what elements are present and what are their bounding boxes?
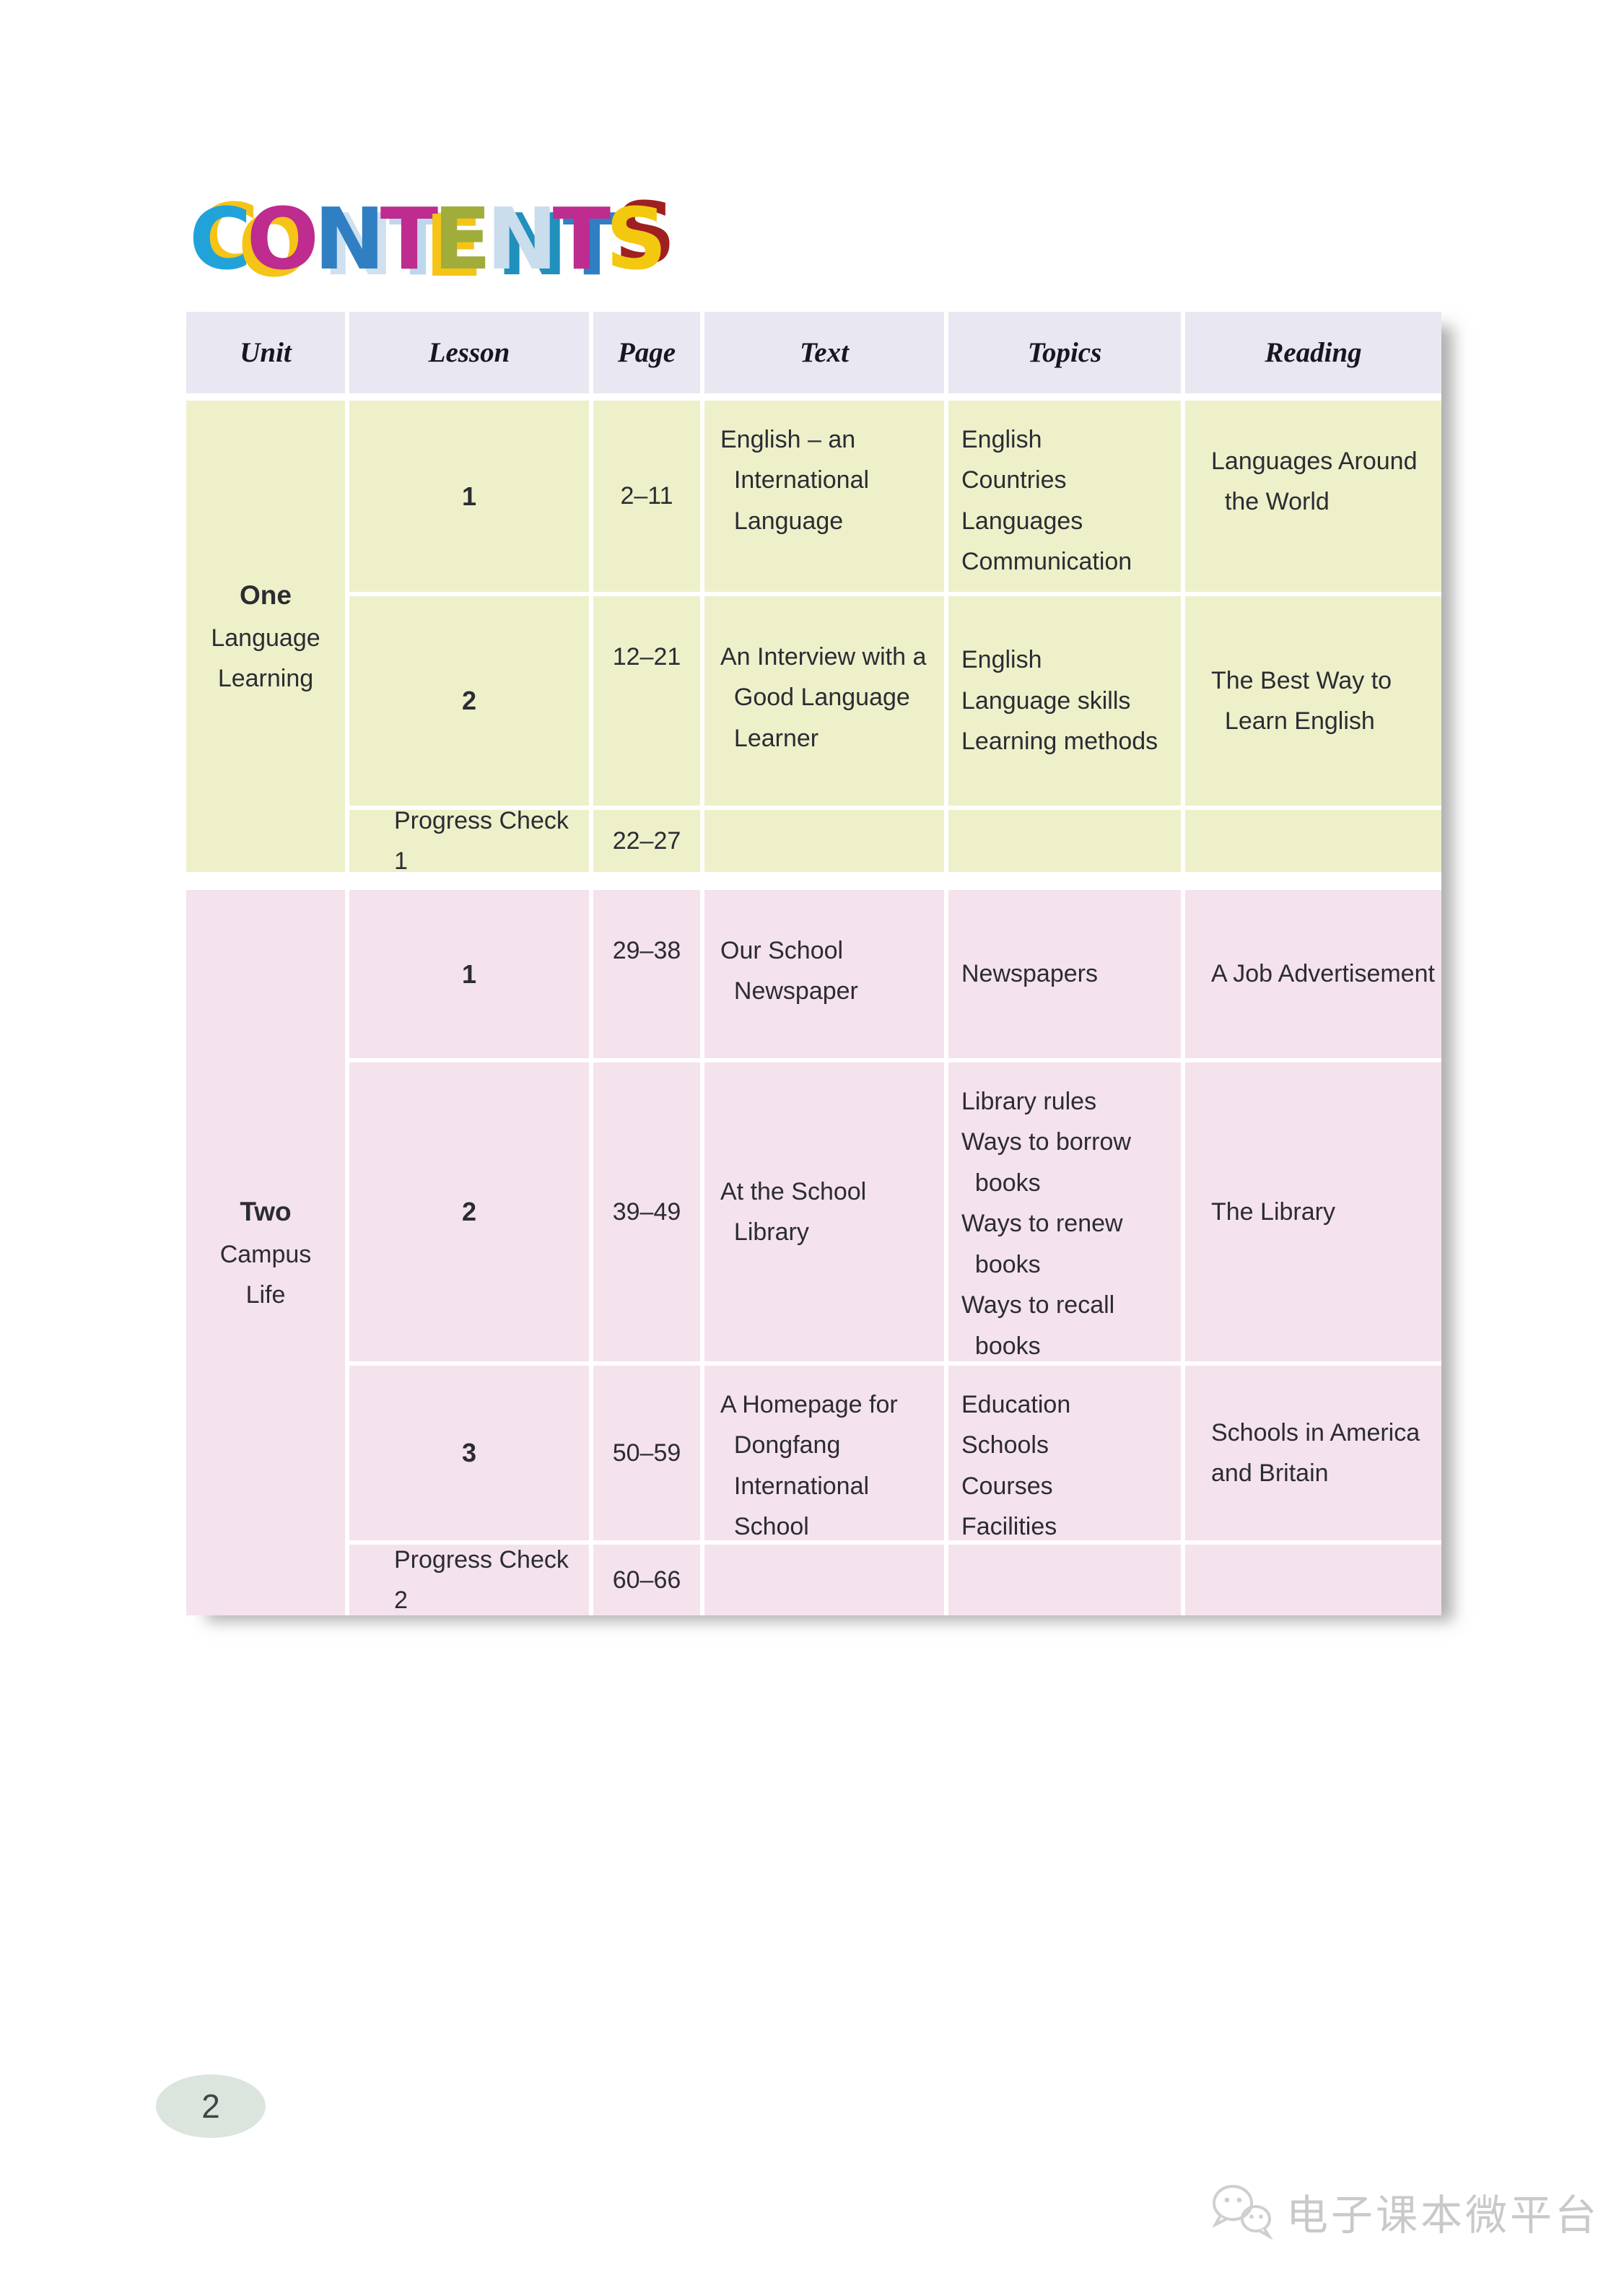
unit-title: Language Learning xyxy=(211,624,320,693)
lesson-cell: 1 xyxy=(349,890,589,1058)
empty-cell xyxy=(1185,1545,1441,1615)
title-letter: T xyxy=(380,189,438,289)
page-cell: 29–38 xyxy=(593,890,700,1058)
progress-check-label: Progress Check 2 xyxy=(349,1545,589,1615)
title-letter: N xyxy=(486,189,558,289)
unit-two-section: Two Campus Life 1 29–38 Our School Newsp… xyxy=(186,890,1441,1615)
page-title: CONTENTS xyxy=(189,189,667,289)
topics-cell: English Countries Languages Communicatio… xyxy=(948,401,1181,592)
reading-cell: A Job Advertisement xyxy=(1185,890,1441,1058)
topics-cell: Education Schools Courses Facilities xyxy=(948,1366,1181,1540)
lesson-cell: 3 xyxy=(349,1366,589,1540)
text-cell: English – an International Language xyxy=(704,401,944,592)
text-cell: Our School Newspaper xyxy=(704,890,944,1058)
column-header-page: Page xyxy=(593,312,700,393)
contents-table: Unit Lesson Page Text Topics Reading One… xyxy=(186,312,1441,1615)
text-cell: At the School Library xyxy=(704,1062,944,1361)
empty-cell xyxy=(704,810,944,872)
lesson-cell: 1 xyxy=(349,401,589,592)
wechat-logo-icon xyxy=(1212,2185,1273,2240)
title-letter: C xyxy=(189,189,252,289)
progress-check-page: 22–27 xyxy=(593,810,700,872)
empty-cell xyxy=(1185,810,1441,872)
title-letter: N xyxy=(313,189,385,289)
page-cell: 2–11 xyxy=(593,401,700,592)
unit-one-section: One Language Learning 1 2–11 English – a… xyxy=(186,401,1441,875)
title-letter: E xyxy=(433,189,492,289)
column-header-reading: Reading xyxy=(1185,312,1441,393)
column-header-topics: Topics xyxy=(948,312,1181,393)
unit-title: Campus Life xyxy=(219,1240,312,1309)
column-header-text: Text xyxy=(704,312,944,393)
column-header-unit: Unit xyxy=(186,312,345,393)
reading-cell: Languages Around the World xyxy=(1185,401,1441,592)
watermark-text: 电子课本微平台 xyxy=(1286,2192,1600,2239)
column-header-lesson: Lesson xyxy=(349,312,589,393)
title-letter: T xyxy=(552,189,611,289)
page-cell: 50–59 xyxy=(593,1366,700,1540)
topics-cell: English Language skills Learning methods xyxy=(948,596,1181,806)
unit-number: Two xyxy=(240,1197,292,1227)
page-cell: 12–21 xyxy=(593,596,700,806)
text-cell: An Interview with a Good Language Learne… xyxy=(704,596,944,806)
title-letter: S xyxy=(606,189,667,289)
reading-cell: The Best Way to Learn English xyxy=(1185,596,1441,806)
progress-check-page: 60–66 xyxy=(593,1545,700,1615)
lesson-cell: 2 xyxy=(349,596,589,806)
title-letter: O xyxy=(246,189,319,289)
unit-cell: One Language Learning xyxy=(186,401,345,872)
topics-cell: Library rules Ways to borrow books Ways … xyxy=(948,1062,1181,1361)
table-header-row: Unit Lesson Page Text Topics Reading xyxy=(186,312,1441,393)
unit-cell: Two Campus Life xyxy=(186,890,345,1615)
page-number-badge: 2 xyxy=(156,2074,266,2138)
reading-cell: Schools in America and Britain xyxy=(1185,1366,1441,1540)
empty-cell xyxy=(948,810,1181,872)
text-cell: A Homepage for Dongfang International Sc… xyxy=(704,1366,944,1540)
topics-cell: Newspapers xyxy=(948,890,1181,1058)
watermark: 电子课本微平台 xyxy=(1207,2181,1599,2242)
empty-cell xyxy=(948,1545,1181,1615)
reading-cell: The Library xyxy=(1185,1062,1441,1361)
progress-check-label: Progress Check 1 xyxy=(349,807,589,875)
empty-cell xyxy=(704,1545,944,1615)
lesson-cell: 2 xyxy=(349,1062,589,1361)
page-cell: 39–49 xyxy=(593,1062,700,1361)
page-number: 2 xyxy=(201,2087,220,2125)
unit-number: One xyxy=(240,580,292,611)
